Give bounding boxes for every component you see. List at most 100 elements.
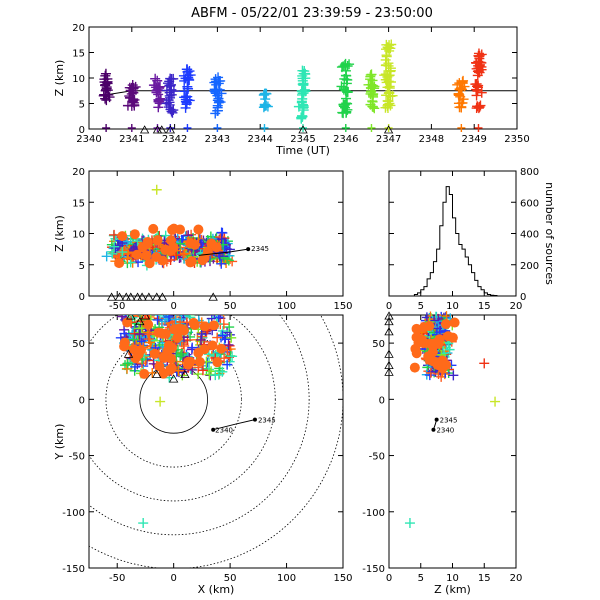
y-tick-label: 0 — [379, 395, 385, 406]
source-marker — [219, 252, 230, 263]
x-tick-label: 2347 — [376, 134, 401, 145]
source-marker — [127, 315, 138, 323]
source-marker — [453, 89, 464, 100]
ground-marker — [341, 123, 350, 132]
time-height-panel: 2340 2341 2342 2343 2344 2345 2346 2347 2348 2349… — [53, 23, 530, 157]
source-dense-marker — [207, 340, 218, 351]
ground-marker — [183, 123, 192, 132]
source-marker — [404, 518, 415, 529]
station-marker — [384, 311, 394, 320]
y-tick-label: -100 — [62, 508, 85, 519]
ground-marker — [127, 123, 136, 132]
source-marker — [101, 95, 112, 106]
x-axis-label: Time (UT) — [275, 144, 330, 157]
x-tick-label: 15 — [478, 573, 491, 584]
source-marker — [110, 243, 121, 254]
source-dense-marker — [208, 320, 219, 331]
station-marker — [157, 125, 167, 134]
source-dense-marker — [130, 353, 141, 364]
source-marker — [151, 87, 162, 98]
source-marker — [180, 94, 191, 105]
source-marker — [261, 100, 272, 111]
source-marker — [479, 358, 490, 369]
source-marker — [209, 77, 220, 88]
plot-area: 2340 2345 — [89, 315, 343, 568]
source-marker — [151, 184, 162, 195]
source-dense-marker — [193, 347, 204, 358]
x-tick-label: 50 — [224, 573, 237, 584]
range-ring — [89, 315, 276, 502]
station-marker — [126, 315, 136, 320]
x-tick-label: 100 — [277, 301, 296, 312]
source-marker — [369, 103, 380, 114]
storm-track — [198, 248, 249, 256]
y-tick-label: 0 — [79, 125, 85, 136]
source-marker — [424, 370, 435, 381]
source-dense-marker — [176, 324, 187, 335]
source-marker — [195, 334, 206, 345]
source-marker — [367, 75, 378, 86]
x-tick-label: -50 — [109, 301, 125, 312]
source-marker — [338, 61, 349, 72]
station-marker — [165, 125, 176, 134]
x-tick-label: 2342 — [162, 134, 187, 145]
station-marker — [137, 292, 147, 301]
source-marker — [365, 74, 376, 85]
x-tick-label: 2349 — [461, 134, 486, 145]
x-tick-label: 2344 — [247, 134, 272, 145]
y-tick-label: 20 — [72, 23, 85, 34]
source-dense-marker — [216, 343, 227, 354]
y-tick-label: 15 — [72, 49, 85, 60]
source-marker — [126, 88, 137, 99]
source-marker — [182, 81, 193, 92]
source-marker — [381, 59, 392, 70]
source-marker — [217, 366, 228, 377]
source-marker — [425, 367, 436, 378]
x-tick-label: 0 — [170, 301, 176, 312]
range-ring — [89, 315, 310, 536]
track-end-marker — [434, 417, 439, 422]
source-marker — [134, 329, 145, 340]
plot-frame — [388, 314, 517, 569]
source-marker — [297, 75, 308, 86]
y-tick-label: 0 — [520, 292, 526, 303]
source-marker — [217, 330, 228, 341]
x-tick-label: 2345 — [290, 134, 315, 145]
station-marker — [384, 316, 394, 326]
source-marker — [163, 95, 174, 106]
station-marker — [152, 369, 162, 378]
station-marker — [152, 292, 162, 301]
source-marker — [163, 315, 174, 322]
source-marker — [473, 80, 484, 91]
source-dense-marker — [122, 317, 133, 328]
y-axis-label: Z (km) — [53, 60, 66, 97]
x-tick-label: 2348 — [419, 134, 444, 145]
x-tick-label: 150 — [333, 301, 352, 312]
y-axis-label: number of sources — [543, 182, 556, 285]
x-tick-label: 150 — [333, 573, 352, 584]
source-marker — [180, 73, 191, 84]
x-tick-label: 2346 — [333, 134, 358, 145]
source-marker — [213, 72, 224, 83]
y-tick-label: -100 — [362, 508, 385, 519]
source-marker — [341, 70, 352, 81]
source-marker — [259, 88, 270, 99]
y-tick-label: 10 — [72, 230, 85, 241]
source-dense-marker — [139, 368, 150, 379]
source-marker — [101, 83, 112, 94]
source-marker — [100, 70, 111, 81]
y-tick-label: 50 — [72, 339, 85, 350]
y-tick-label: -50 — [69, 452, 85, 463]
track-start-marker — [431, 427, 436, 432]
source-marker — [148, 80, 159, 91]
source-marker — [138, 518, 149, 529]
source-marker — [385, 77, 396, 88]
source-marker — [383, 43, 394, 54]
source-marker — [448, 370, 459, 381]
source-marker — [101, 84, 112, 95]
source-dense-marker — [166, 353, 177, 364]
y-tick-label: 800 — [520, 167, 539, 178]
